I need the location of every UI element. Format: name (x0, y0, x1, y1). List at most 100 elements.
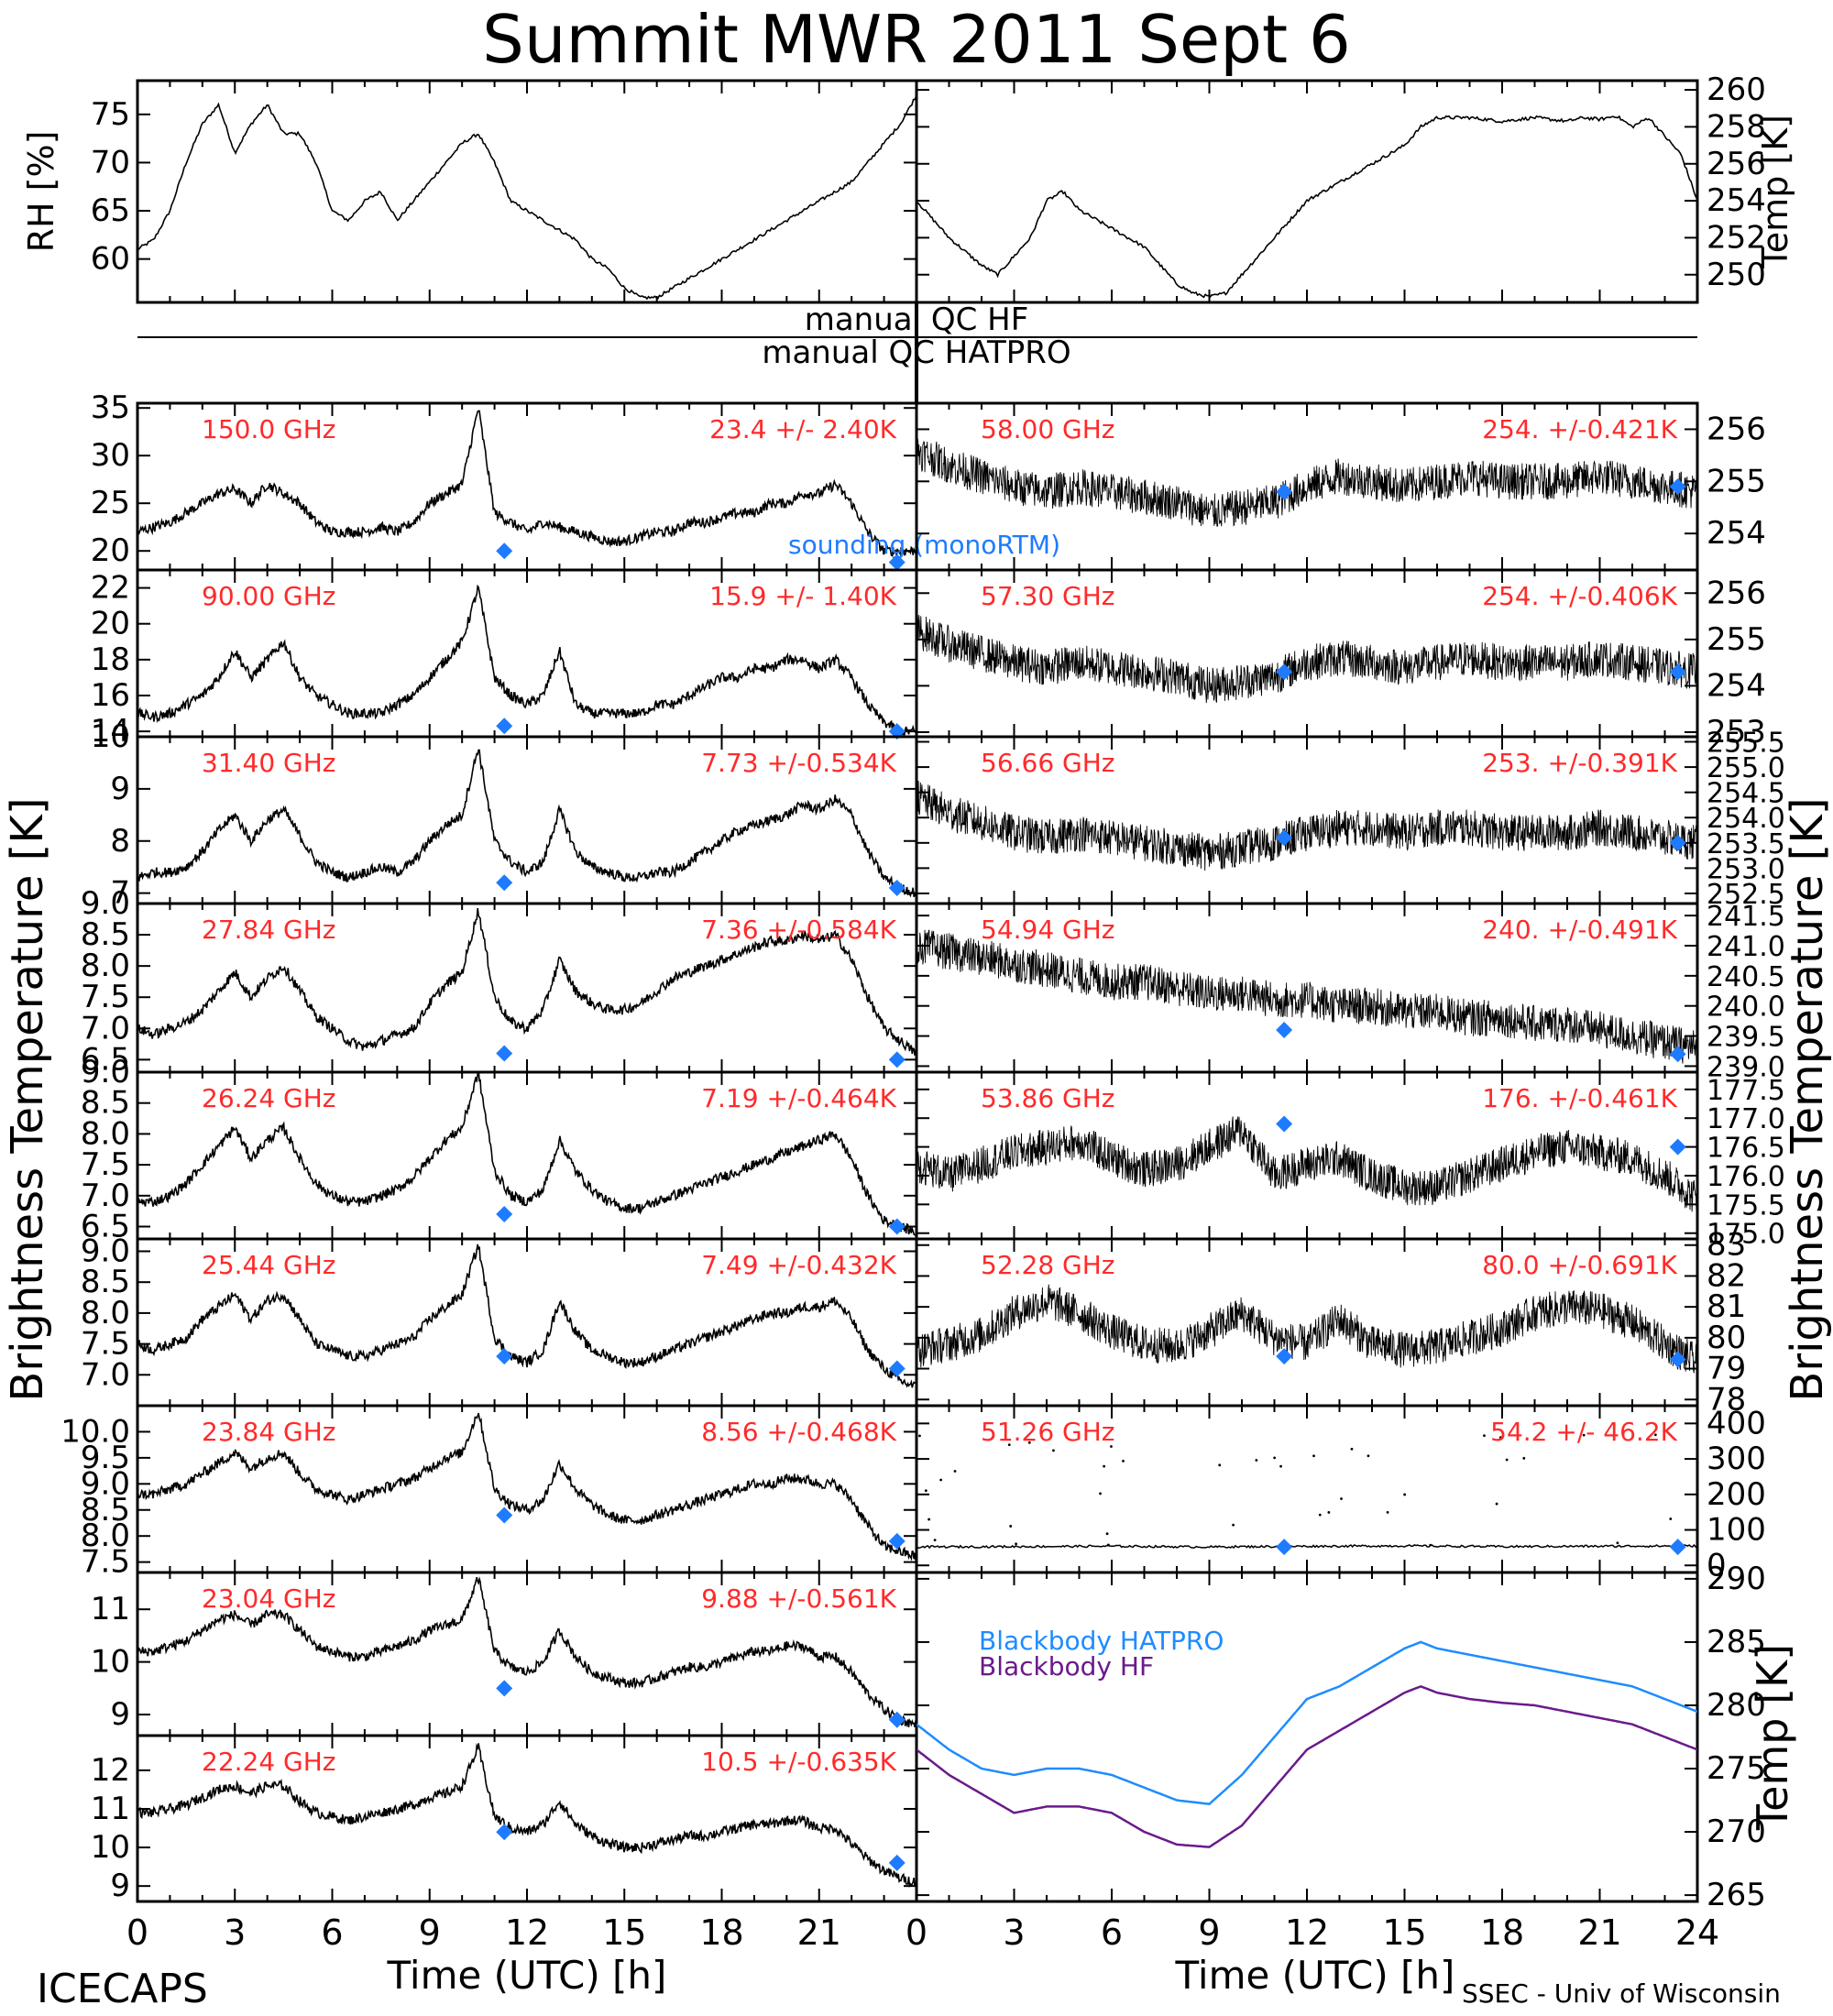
sounding-marker (496, 718, 513, 735)
stats-label: 176. +/-0.461K (1482, 1083, 1677, 1113)
stats-label: 54.2 +/- 46.2K (1490, 1417, 1677, 1447)
xtick-label: 9 (419, 1912, 441, 1953)
ytick-label: 255.0 (1707, 752, 1785, 784)
ytick-label: 8.5 (81, 916, 130, 953)
ytick-label: 253 (1707, 714, 1766, 751)
data-line (137, 749, 916, 898)
sounding-marker (1276, 829, 1293, 847)
channel-label: 23.84 GHz (202, 1417, 336, 1447)
ytick-label: 253.0 (1707, 853, 1785, 885)
ytick-label: 250 (1707, 257, 1766, 293)
xtick-label: 12 (1285, 1912, 1329, 1953)
ytick-label: 6.5 (81, 1209, 130, 1245)
ytick-label: 9 (110, 1868, 130, 1904)
ytick-label: 16 (91, 677, 130, 714)
sounding-marker (888, 1711, 906, 1728)
ytick-label: 254 (1707, 515, 1766, 552)
xlabel-left: Time (UTC) [h] (387, 1953, 667, 1998)
series-line-0 (916, 1640, 1697, 1806)
data-point (1429, 1543, 1432, 1547)
ytick-label: 18 (91, 641, 130, 678)
ytick-label: 30 (91, 437, 130, 474)
ytick-label: 7.5 (81, 979, 130, 1015)
stats-label: 10.5 +/-0.635K (701, 1747, 896, 1777)
ytick-label: 9.0 (81, 885, 130, 922)
ytick-label: 25 (91, 485, 130, 521)
ytick-label: 252.5 (1707, 879, 1785, 911)
xtick-label: 21 (797, 1912, 841, 1953)
stats-label: 7.73 +/-0.534K (701, 748, 896, 778)
ytick-label: 8.5 (81, 1085, 130, 1122)
sounding-marker (1669, 1539, 1686, 1556)
ytick-label: 255 (1707, 621, 1766, 658)
ytick-label: 7.5 (81, 1146, 130, 1183)
ytick-label: 285 (1707, 1624, 1766, 1660)
xlabel-right: Time (UTC) [h] (1175, 1953, 1455, 1998)
data-point (1386, 1510, 1389, 1514)
data-point (1107, 1543, 1110, 1547)
channel-label: 23.04 GHz (202, 1583, 336, 1614)
ytick-label: 256 (1707, 411, 1766, 447)
data-point (933, 1539, 937, 1541)
ytick-label: 7.0 (81, 1010, 130, 1046)
data-point (1279, 1464, 1282, 1468)
data-line (137, 908, 916, 1056)
ytick-label: 256 (1707, 146, 1766, 182)
ytick-label: 7.0 (81, 1178, 130, 1214)
stats-label: 254. +/-0.421K (1482, 414, 1677, 444)
ytick-label: 100 (1707, 1512, 1766, 1549)
data-point (939, 1478, 942, 1482)
figure-title: Summit MWR 2011 Sept 6 (482, 1, 1351, 78)
ytick-label: 9.0 (81, 1233, 130, 1269)
sounding-marker (1669, 834, 1686, 851)
ytick-label: 7.0 (81, 1356, 130, 1393)
xtick-label: 21 (1577, 1912, 1621, 1953)
xtick-label: 3 (1003, 1912, 1025, 1953)
xtick-label: 15 (602, 1912, 646, 1953)
data-point (924, 1489, 927, 1493)
ytick-label: 240.0 (1707, 992, 1785, 1024)
data-point (1367, 1454, 1370, 1458)
data-point (1052, 1449, 1055, 1452)
data-point (1403, 1493, 1407, 1496)
ytick-label: 254 (1707, 182, 1766, 219)
data-point (927, 1517, 931, 1521)
sounding-marker (888, 1532, 906, 1550)
ytick-label: 255.5 (1707, 728, 1785, 760)
stats-label: 15.9 +/- 1.40K (709, 581, 896, 611)
channel-label: 54.94 GHz (981, 915, 1115, 945)
sounding-marker (888, 553, 906, 571)
ytick-label: 82 (1707, 1257, 1746, 1294)
trace-hatpro-53-86 (916, 1116, 1697, 1212)
ytick-label: 9 (110, 771, 130, 807)
ytick-label: 8.0 (81, 1295, 130, 1331)
ytick-label: 10.0 (60, 1413, 130, 1450)
sounding-marker (1276, 1115, 1293, 1133)
sounding-marker (888, 1218, 906, 1235)
ytick-label: 70 (91, 144, 130, 181)
data-point (1318, 1513, 1322, 1517)
sounding-marker (1669, 663, 1686, 681)
data-line (137, 410, 916, 557)
ytick-label: 8.0 (81, 1517, 130, 1554)
ytick-label: 255 (1707, 463, 1766, 499)
ytick-label: 10 (91, 1644, 130, 1681)
channel-label: 26.24 GHz (202, 1083, 336, 1113)
stats-label: 80.0 +/-0.691K (1482, 1250, 1677, 1280)
data-point (1653, 1433, 1657, 1437)
data-point (1015, 1542, 1017, 1546)
panel-rh: 60 65 70 75 RH [%] (21, 79, 918, 304)
trace-temp (916, 115, 1697, 299)
ytick-label: 275 (1707, 1750, 1766, 1787)
data-point (1582, 1433, 1586, 1437)
trace-rh (137, 94, 916, 301)
ytick-label: 9 (110, 1696, 130, 1733)
data-point (1312, 1454, 1315, 1458)
sounding-marker (1276, 663, 1293, 681)
data-line (916, 614, 1697, 704)
ytick-label: 81 (1707, 1288, 1746, 1325)
data-point (1340, 1497, 1343, 1500)
legend-entry: Blackbody HATPRO (979, 1626, 1224, 1656)
